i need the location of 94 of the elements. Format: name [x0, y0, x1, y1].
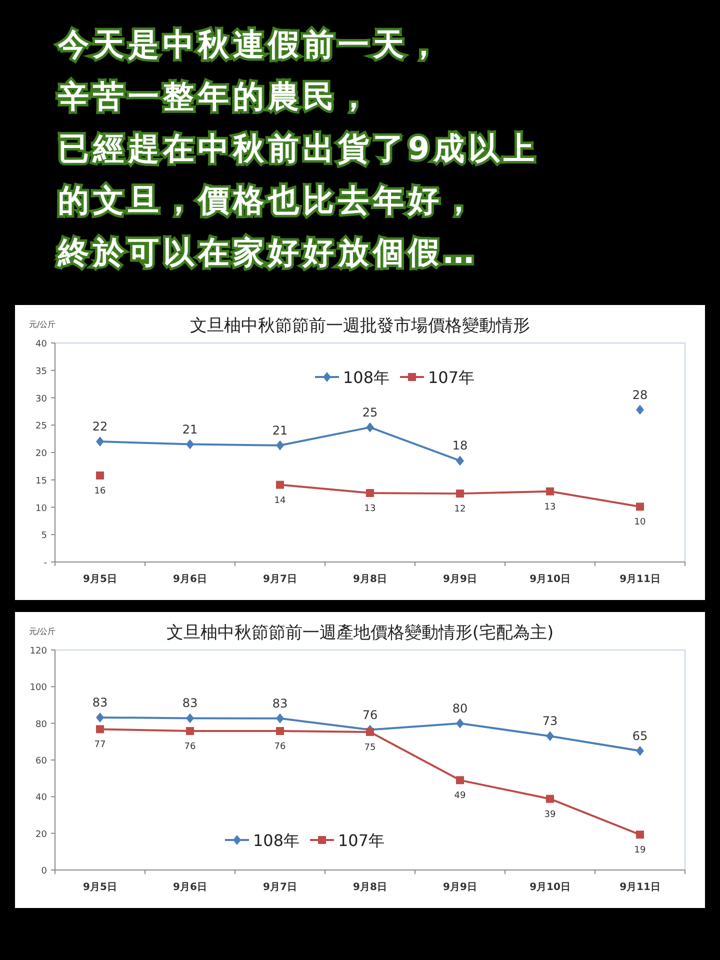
point — [96, 436, 104, 447]
point — [186, 713, 194, 724]
point — [276, 440, 284, 450]
x-tick-label: 9月6日 — [173, 574, 207, 585]
text: 辛苦一整年的農民， — [57, 79, 373, 115]
point — [636, 830, 644, 839]
y-tick-label: 60 — [36, 756, 48, 766]
data-label: 83 — [92, 695, 108, 710]
point — [546, 794, 554, 803]
legend-label: 108年 — [253, 831, 300, 850]
y-tick-label: 100 — [30, 683, 48, 694]
point — [276, 727, 284, 736]
y-tick-label: 10 — [36, 504, 48, 514]
data-label: 83 — [272, 696, 288, 710]
x-tick-label: 9月11日 — [620, 882, 660, 893]
point — [456, 718, 464, 728]
data-label: 49 — [454, 791, 466, 802]
point — [366, 728, 374, 736]
y-tick-label: 80 — [36, 720, 48, 730]
data-label: 12 — [454, 504, 466, 515]
point — [456, 776, 464, 784]
point — [276, 480, 284, 489]
data-label: 19 — [634, 846, 646, 856]
x-tick-label: 9月9日 — [443, 882, 477, 893]
data-label: 65 — [632, 728, 648, 743]
data-label: 13 — [544, 502, 556, 512]
point — [96, 712, 104, 722]
y-tick-label: 20 — [36, 830, 48, 840]
point — [456, 456, 464, 466]
x-tick-label: 9月10日 — [530, 574, 570, 585]
data-label: 28 — [632, 388, 648, 402]
x-tick-label: 9月7日 — [263, 882, 297, 893]
x-tick-label: 9月9日 — [443, 574, 477, 585]
data-label: 83 — [182, 696, 198, 710]
x-tick-label: 9月8日 — [353, 574, 387, 585]
text: 終於可以在家好好放個假… — [57, 235, 478, 271]
data-label: 75 — [364, 742, 376, 753]
text: 已經趕在中秋前出貨了9成以上 — [58, 131, 539, 167]
point — [366, 422, 374, 432]
y-tick-label: 120 — [30, 646, 48, 656]
data-label: 13 — [364, 504, 376, 514]
point — [546, 487, 554, 496]
data-label: 14 — [274, 496, 286, 506]
data-label: 77 — [94, 740, 106, 750]
data-label: 21 — [182, 422, 198, 436]
data-label: 76 — [362, 708, 378, 722]
y-tick-label: 25 — [36, 422, 47, 432]
data-label: 76 — [184, 742, 196, 752]
point — [636, 502, 644, 511]
point — [366, 489, 374, 498]
x-tick-label: 9月7日 — [263, 574, 297, 585]
text: 的文旦，價格也比去年好， — [58, 183, 478, 219]
y-tick-label: 35 — [36, 366, 47, 377]
data-label: 18 — [452, 438, 468, 453]
y-tick-label: 5 — [41, 531, 47, 542]
x-tick-label: 9月11日 — [620, 574, 660, 585]
chart-title: 文旦柚中秋節節前一週批發市場價格變動情形 — [190, 316, 530, 336]
point — [276, 713, 284, 724]
data-label: 25 — [362, 405, 378, 420]
x-tick-label: 9月5日 — [83, 574, 117, 585]
y-tick-label: 0 — [41, 866, 48, 876]
y-tick-label: 15 — [36, 476, 47, 486]
y-tick-label: 30 — [36, 394, 48, 404]
y-tick-label: - — [44, 558, 47, 568]
chart-title: 文旦柚中秋節節前一週產地價格變動情形(宅配為主) — [166, 623, 554, 643]
y-tick-label: 20 — [36, 449, 48, 459]
data-label: 21 — [272, 423, 288, 438]
point — [456, 490, 464, 498]
data-label: 16 — [94, 486, 106, 496]
data-label: 39 — [544, 810, 556, 820]
point — [96, 471, 104, 480]
x-tick-label: 9月10日 — [530, 882, 570, 893]
point — [546, 731, 554, 742]
point — [636, 746, 644, 756]
legend-label: 108年 — [343, 368, 390, 387]
point — [186, 727, 194, 736]
x-tick-label: 9月5日 — [83, 882, 117, 893]
data-label: 10 — [634, 518, 646, 528]
text: 今天是中秋連假前一天， — [57, 27, 443, 63]
data-label: 80 — [452, 701, 468, 716]
data-label: 22 — [92, 420, 108, 434]
point — [636, 404, 644, 415]
data-label: 76 — [274, 742, 286, 752]
legend-label: 107年 — [338, 831, 385, 850]
y-axis-title: 元/公斤 — [29, 627, 56, 636]
y-tick-label: 40 — [36, 340, 48, 350]
point — [96, 725, 104, 734]
data-label: 73 — [542, 714, 558, 728]
point — [186, 439, 194, 450]
y-axis-title: 元/公斤 — [29, 320, 56, 329]
y-tick-label: 40 — [36, 793, 48, 804]
x-tick-label: 9月6日 — [173, 882, 207, 893]
x-tick-label: 9月8日 — [353, 882, 387, 893]
legend-label: 107年 — [428, 368, 475, 387]
